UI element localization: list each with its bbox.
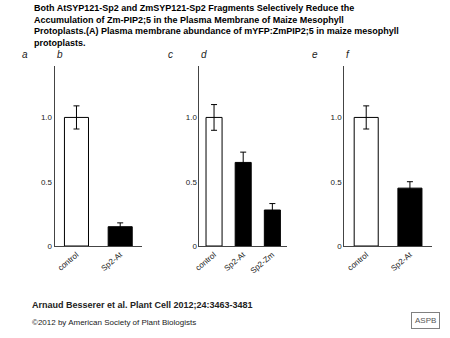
svg-text:d: d	[201, 49, 207, 60]
svg-text:Both AtSYP121-Sp2 and ZmSYP121: Both AtSYP121-Sp2 and ZmSYP121-Sp2 Fragm…	[34, 3, 399, 48]
svg-text:f: f	[346, 49, 350, 60]
svg-text:0: 0	[337, 242, 342, 251]
svg-text:Sp2-At: Sp2-At	[389, 250, 414, 273]
svg-text:control: control	[346, 250, 370, 272]
svg-text:b: b	[57, 49, 63, 60]
svg-text:a: a	[22, 49, 28, 60]
svg-text:Sp2-At: Sp2-At	[100, 250, 125, 273]
svg-text:1.0: 1.0	[186, 113, 198, 122]
svg-text:0.5: 0.5	[41, 178, 53, 187]
svg-text:e: e	[312, 49, 318, 60]
svg-text:1.0: 1.0	[41, 113, 53, 122]
svg-text:0.5: 0.5	[186, 178, 198, 187]
svg-text:ASPB: ASPB	[415, 316, 436, 325]
svg-text:control: control	[56, 250, 80, 272]
svg-text:control: control	[194, 250, 218, 272]
svg-text:Sp2-At: Sp2-At	[223, 250, 248, 273]
svg-text:1.0: 1.0	[331, 113, 343, 122]
svg-text:0: 0	[192, 242, 197, 251]
svg-text:Sp2-Zm: Sp2-Zm	[249, 250, 277, 275]
svg-text:0: 0	[48, 242, 53, 251]
svg-text:©2012 by American Society of P: ©2012 by American Society of Plant Biolo…	[32, 318, 196, 327]
svg-text:Arnaud Besserer et al. Plant C: Arnaud Besserer et al. Plant Cell 2012;2…	[32, 300, 253, 310]
svg-text:0.5: 0.5	[331, 178, 343, 187]
svg-text:c: c	[168, 49, 173, 60]
